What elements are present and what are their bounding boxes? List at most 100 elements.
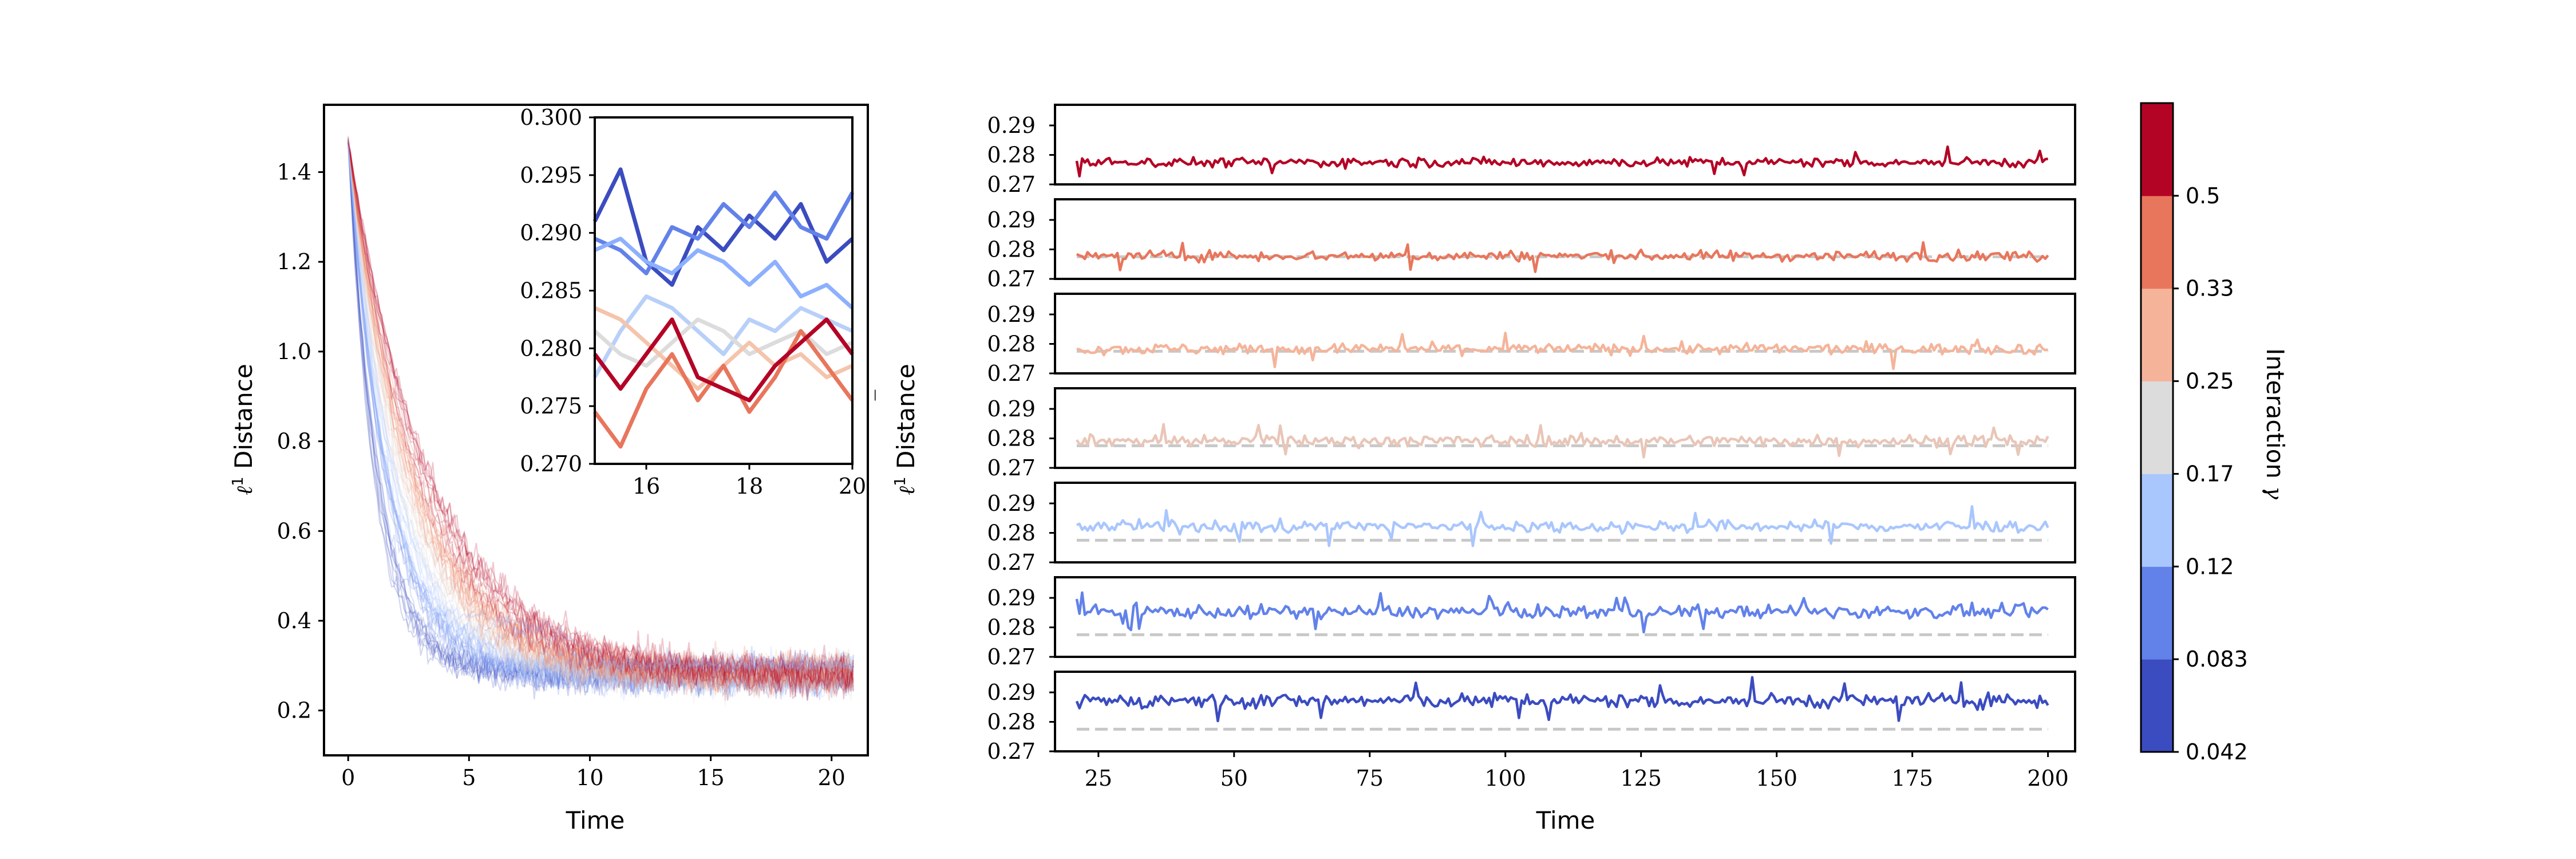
main-trajectory-line [347, 140, 854, 701]
main-trajectory-line [347, 140, 854, 700]
stacked-y-tick-label: 0.29 [987, 585, 1036, 610]
inset-y-tick-label: 0.290 [520, 220, 582, 246]
main-trajectory-line [347, 140, 854, 698]
stacked-y-tick-label: 0.28 [987, 615, 1036, 640]
stacked-axes-frame [1054, 387, 2076, 469]
stacked-series-line [1075, 676, 2049, 723]
main-x-tick-label: 15 [697, 765, 724, 790]
stacked-charts: 0.27 0.28 0.29 0.27 0.28 0.29 0.27 0.28 0.29 0.27… [871, 104, 2076, 834]
inset-series-line [594, 190, 855, 275]
main-trajectory-line [347, 137, 854, 699]
inset-x-tick-label: 18 [736, 474, 763, 499]
stacked-axes-frame [1054, 576, 2076, 658]
stacked-y-tick-label: 0.29 [987, 207, 1036, 233]
inset-y-tick-label: 0.300 [520, 105, 582, 130]
main-y-tick-label: 0.6 [277, 518, 311, 543]
main-y-tick-label: 0.4 [277, 608, 311, 633]
stacked-x-tick-label: 75 [1356, 766, 1384, 791]
main-trajectory-line [347, 138, 854, 701]
stacked-x-tick-label: 200 [2027, 766, 2069, 791]
main-x-axis-label: Time [566, 806, 625, 834]
main-chart: 0 5 10 15 20 0.2 0.4 0.6 0.8 1.0 1.2 1.4 Time ℓ1 D… [230, 104, 869, 834]
inset-series-line [593, 317, 854, 403]
main-trajectory-line [347, 141, 854, 698]
stacked-axes-frame [1054, 104, 2076, 186]
inset-x-tick-label: 16 [633, 474, 660, 499]
colorbar-segment [2141, 288, 2173, 382]
colorbar-tick-label: 0.5 [2186, 183, 2220, 208]
stacked-y-tick-label: 0.29 [987, 113, 1036, 138]
main-x-tick-label: 20 [817, 765, 845, 790]
main-trajectory-line [347, 144, 854, 695]
stacked-y-tick-label: 0.27 [987, 644, 1036, 669]
colorbar-segment [2141, 474, 2173, 567]
main-x-tick-label: 0 [341, 765, 355, 790]
stacked-axes-frame [1054, 482, 2076, 564]
main-trajectory-line [347, 137, 854, 698]
main-outlier-line [347, 147, 854, 677]
main-axes-frame [323, 104, 869, 756]
main-trajectory-line [347, 141, 854, 699]
colorbar-segment [2141, 381, 2173, 474]
main-trajectory-line [347, 140, 854, 693]
main-trajectory-line [347, 143, 854, 694]
stacked-y-axis-label: ℓ1 Distance [892, 364, 920, 495]
main-trajectory-line [347, 144, 854, 698]
main-trajectory-line [347, 143, 854, 688]
stacked-y-tick-label: 0.28 [987, 237, 1036, 262]
stacked-y-tick-label: 0.28 [987, 710, 1036, 735]
main-y-ticks: 0.2 0.4 0.6 0.8 1.0 1.2 1.4 [277, 160, 324, 723]
colorbar-segments [2141, 103, 2173, 752]
colorbar-segment [2141, 195, 2173, 289]
inset-lines [592, 167, 855, 449]
colorbar-label: Interaction γ [2261, 348, 2289, 499]
main-trajectory-line [347, 143, 854, 700]
stacked-y-tick-label: 0.29 [987, 491, 1036, 516]
main-x-tick-label: 10 [576, 765, 603, 790]
stacked-y-tick-label: 0.28 [987, 426, 1036, 451]
main-trajectory-line [347, 135, 854, 697]
inset-series-line [593, 329, 854, 449]
main-trajectory-line [347, 141, 854, 700]
inset-series-line [594, 237, 854, 310]
main-trajectory-line [347, 137, 854, 706]
stacked-y-label-symbol: ℓ [894, 486, 919, 495]
colorbar-segment [2141, 103, 2173, 196]
stacked-x-tick-label: 150 [1756, 766, 1797, 791]
main-trajectory-line [347, 140, 854, 696]
stacked-y-tick-label: 0.28 [987, 332, 1036, 357]
colorbar-tick-label: 0.12 [2186, 554, 2234, 579]
colorbar: 0.042 0.083 0.12 0.17 0.25 0.33 0.5 Interactio… [2140, 102, 2289, 765]
main-trajectory-line [347, 141, 854, 700]
colorbar-ticks: 0.042 0.083 0.12 0.17 0.25 0.33 0.5 [2173, 183, 2248, 765]
main-y-tick-label: 1.2 [277, 249, 311, 274]
main-trajectory-line [347, 139, 854, 689]
main-trajectory-line [347, 143, 854, 702]
main-y-tick-label: 1.4 [277, 160, 311, 185]
stacked-y-tick-label: 0.29 [987, 302, 1036, 327]
main-outlier-line [347, 139, 854, 675]
stacked-x-axis-label: Time [1536, 806, 1595, 834]
stacked-series-line [1076, 423, 2049, 459]
main-trajectory-line [347, 140, 854, 700]
main-x-ticks: 0 5 10 15 20 [341, 755, 846, 790]
stacked-axes-frame [1054, 671, 2076, 752]
colorbar-segment [2141, 566, 2173, 660]
main-trajectory-line [347, 140, 854, 701]
colorbar-tick-label: 0.33 [2186, 276, 2234, 301]
main-trajectory-line [347, 143, 854, 696]
stacked-x-tick-label: 25 [1085, 766, 1112, 791]
stacked-series-line [1075, 591, 2049, 634]
main-trajectory-line [347, 139, 854, 698]
main-trajectory-line [347, 143, 854, 704]
colorbar-tick-label: 0.042 [2186, 739, 2248, 765]
stacked-y-tick-label: 0.27 [987, 266, 1036, 291]
main-trajectory-line [347, 135, 854, 695]
main-trajectory-line [347, 139, 854, 692]
main-trajectory-line [347, 141, 854, 699]
main-trajectory-line [347, 142, 854, 701]
main-trajectory-line [347, 141, 854, 696]
main-trajectory-line [347, 142, 854, 699]
stacked-rows: 0.27 0.28 0.29 0.27 0.28 0.29 0.27 0.28 0.29 0.27… [987, 104, 2076, 764]
